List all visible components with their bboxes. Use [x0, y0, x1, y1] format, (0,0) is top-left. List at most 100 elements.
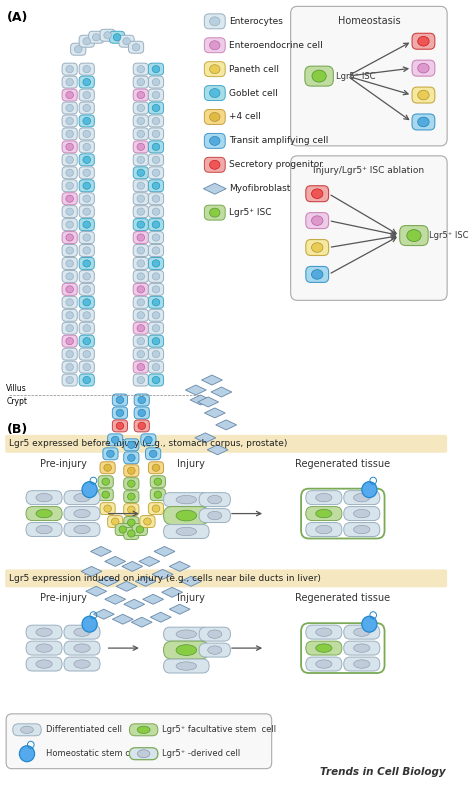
- Ellipse shape: [66, 208, 73, 215]
- Ellipse shape: [176, 662, 197, 670]
- Ellipse shape: [138, 396, 146, 403]
- FancyBboxPatch shape: [89, 31, 104, 43]
- FancyBboxPatch shape: [115, 523, 130, 535]
- FancyBboxPatch shape: [79, 348, 94, 360]
- FancyBboxPatch shape: [79, 322, 94, 334]
- Ellipse shape: [137, 376, 145, 384]
- Ellipse shape: [138, 410, 146, 417]
- Text: Differentiated cell: Differentiated cell: [46, 725, 122, 734]
- Ellipse shape: [83, 195, 91, 202]
- Polygon shape: [143, 594, 164, 604]
- Ellipse shape: [132, 44, 140, 51]
- FancyBboxPatch shape: [62, 348, 77, 360]
- FancyBboxPatch shape: [62, 193, 77, 204]
- Polygon shape: [211, 387, 232, 397]
- Ellipse shape: [137, 91, 145, 99]
- Ellipse shape: [152, 363, 160, 371]
- Polygon shape: [105, 594, 126, 604]
- Polygon shape: [181, 576, 201, 586]
- Ellipse shape: [66, 376, 73, 384]
- FancyBboxPatch shape: [133, 322, 148, 334]
- FancyBboxPatch shape: [148, 296, 164, 308]
- FancyBboxPatch shape: [133, 206, 148, 218]
- Ellipse shape: [137, 234, 145, 241]
- Text: Regenerated tissue: Regenerated tissue: [295, 459, 391, 468]
- FancyBboxPatch shape: [148, 102, 164, 114]
- Ellipse shape: [74, 525, 90, 534]
- Ellipse shape: [152, 273, 160, 280]
- FancyBboxPatch shape: [26, 507, 62, 520]
- Ellipse shape: [74, 494, 90, 501]
- FancyBboxPatch shape: [148, 361, 164, 373]
- FancyBboxPatch shape: [79, 244, 94, 256]
- Ellipse shape: [128, 530, 135, 537]
- Ellipse shape: [66, 117, 73, 124]
- FancyBboxPatch shape: [204, 157, 225, 172]
- Ellipse shape: [137, 105, 145, 112]
- Polygon shape: [91, 546, 111, 556]
- Ellipse shape: [152, 195, 160, 202]
- Ellipse shape: [83, 208, 91, 215]
- FancyBboxPatch shape: [140, 516, 155, 527]
- Ellipse shape: [66, 156, 73, 163]
- FancyBboxPatch shape: [64, 507, 100, 520]
- Ellipse shape: [83, 351, 91, 358]
- FancyBboxPatch shape: [62, 206, 77, 218]
- FancyBboxPatch shape: [134, 420, 149, 432]
- Ellipse shape: [111, 518, 119, 525]
- FancyBboxPatch shape: [124, 490, 139, 502]
- Text: Regenerated tissue: Regenerated tissue: [295, 593, 391, 604]
- FancyBboxPatch shape: [133, 232, 148, 244]
- Ellipse shape: [111, 436, 119, 443]
- Ellipse shape: [83, 143, 91, 150]
- Ellipse shape: [152, 465, 160, 472]
- Ellipse shape: [152, 143, 160, 150]
- Ellipse shape: [66, 195, 73, 202]
- Text: Enterocytes: Enterocytes: [229, 17, 283, 26]
- Ellipse shape: [116, 396, 124, 403]
- Ellipse shape: [83, 38, 91, 45]
- Text: Pre-injury: Pre-injury: [40, 593, 86, 604]
- FancyBboxPatch shape: [62, 232, 77, 244]
- Ellipse shape: [152, 65, 160, 73]
- Ellipse shape: [137, 260, 145, 267]
- FancyBboxPatch shape: [133, 154, 148, 166]
- FancyBboxPatch shape: [62, 322, 77, 334]
- Text: (A): (A): [7, 11, 28, 24]
- FancyBboxPatch shape: [26, 625, 62, 639]
- FancyBboxPatch shape: [79, 102, 94, 114]
- FancyBboxPatch shape: [148, 128, 164, 140]
- Polygon shape: [112, 614, 133, 624]
- Ellipse shape: [418, 64, 429, 73]
- Ellipse shape: [311, 270, 323, 279]
- Ellipse shape: [137, 726, 150, 733]
- Ellipse shape: [74, 509, 90, 518]
- Ellipse shape: [137, 195, 145, 202]
- Ellipse shape: [210, 112, 220, 122]
- Ellipse shape: [176, 495, 197, 504]
- Ellipse shape: [66, 247, 73, 254]
- FancyBboxPatch shape: [133, 141, 148, 152]
- FancyBboxPatch shape: [133, 167, 148, 178]
- Ellipse shape: [418, 90, 429, 100]
- FancyBboxPatch shape: [148, 374, 164, 386]
- Polygon shape: [154, 546, 175, 556]
- Ellipse shape: [83, 338, 91, 345]
- FancyBboxPatch shape: [148, 193, 164, 204]
- FancyBboxPatch shape: [6, 714, 272, 769]
- Ellipse shape: [152, 260, 160, 267]
- Ellipse shape: [152, 338, 160, 345]
- Text: Lgr5⁺ ISC: Lgr5⁺ ISC: [429, 231, 469, 240]
- FancyBboxPatch shape: [148, 76, 164, 88]
- Ellipse shape: [74, 660, 90, 668]
- Polygon shape: [201, 375, 222, 385]
- FancyBboxPatch shape: [306, 625, 342, 639]
- FancyBboxPatch shape: [305, 66, 333, 86]
- Ellipse shape: [66, 143, 73, 150]
- Text: (B): (B): [7, 423, 28, 436]
- Ellipse shape: [66, 338, 73, 345]
- Ellipse shape: [83, 169, 91, 176]
- Ellipse shape: [311, 243, 323, 252]
- FancyBboxPatch shape: [148, 335, 164, 347]
- Ellipse shape: [144, 518, 151, 525]
